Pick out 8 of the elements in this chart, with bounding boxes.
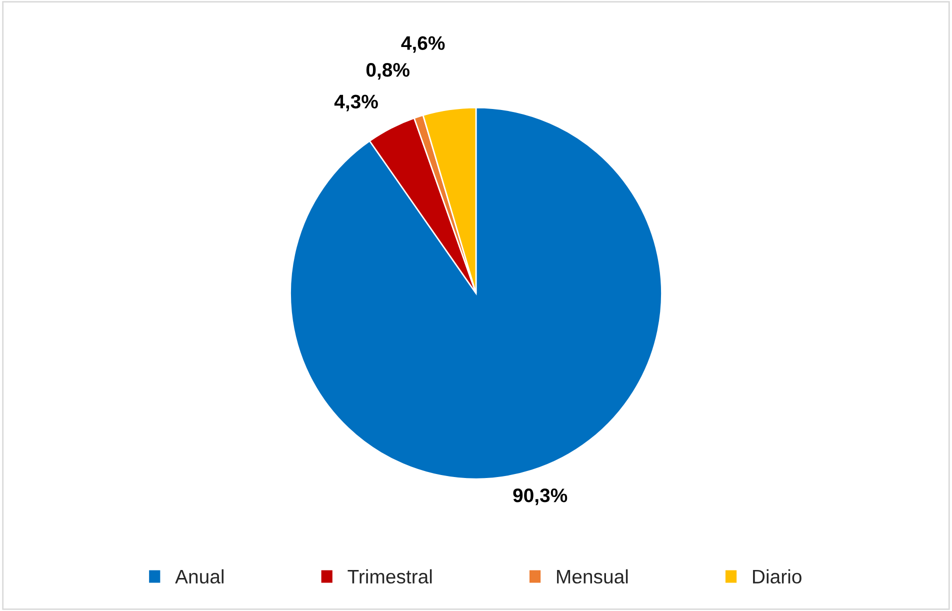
legend-label: Diario bbox=[753, 569, 802, 584]
legend-label: Anual bbox=[175, 569, 224, 584]
data-label: 4,3% bbox=[334, 94, 378, 112]
legend-label: Mensual bbox=[557, 569, 628, 584]
legend-label: Trimestral bbox=[348, 569, 432, 584]
data-label: 0,8% bbox=[366, 63, 410, 80]
data-label: 4,6% bbox=[401, 36, 445, 53]
data-label: 90,3% bbox=[513, 488, 568, 506]
